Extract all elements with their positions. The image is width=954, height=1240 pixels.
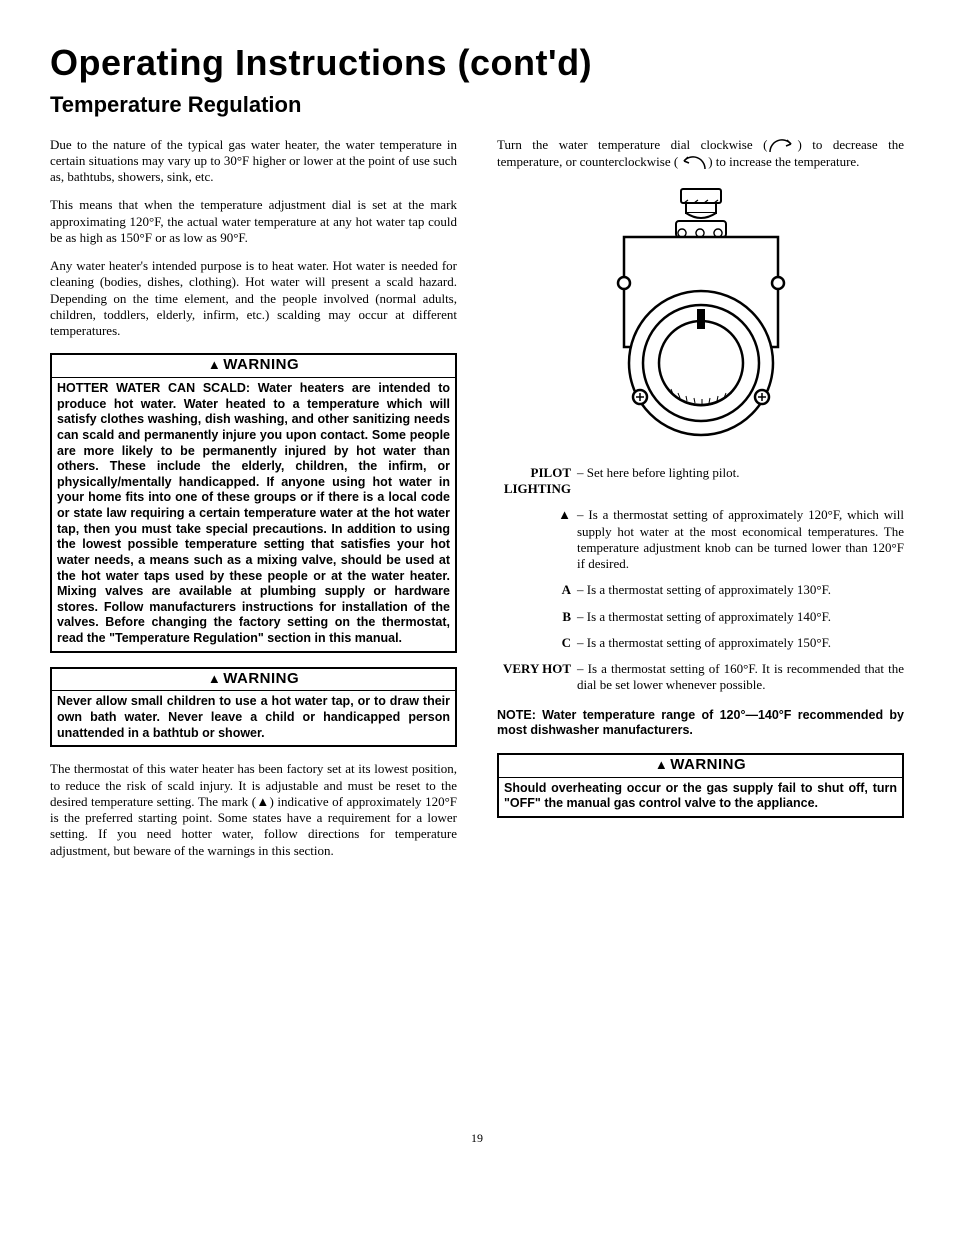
settings-list: PILOT LIGHTING – Set here before lightin… [497, 465, 904, 694]
right-column: Turn the water temperature dial clockwis… [497, 137, 904, 871]
setting-label-a: A [497, 582, 575, 598]
page-number: 19 [50, 1131, 904, 1146]
content-columns: Due to the nature of the typical gas wat… [50, 137, 904, 871]
paragraph: Due to the nature of the typical gas wat… [50, 137, 457, 186]
setting-label-pilot-lighting: PILOT LIGHTING [497, 465, 575, 498]
setting-desc: – Is a thermostat setting of 160°F. It i… [577, 661, 904, 694]
intro-text-a: Turn the water temperature dial clockwis… [497, 137, 767, 152]
warning-header: ▲WARNING [499, 755, 902, 778]
page-title: Operating Instructions (cont'd) [50, 40, 904, 85]
warning-title: WARNING [223, 356, 299, 373]
setting-desc: – Set here before lighting pilot. [577, 465, 904, 498]
setting-label-b: B [497, 609, 575, 625]
lighting-label: LIGHTING [504, 481, 571, 496]
warning-box-3: ▲WARNING Should overheating occur or the… [497, 753, 904, 818]
setting-desc: – Is a thermostat setting of approximate… [577, 609, 904, 625]
setting-label-very-hot: VERY HOT [497, 661, 575, 694]
section-title: Temperature Regulation [50, 91, 904, 119]
warning-title: WARNING [223, 670, 299, 687]
warning-body: Should overheating occur or the gas supp… [499, 778, 902, 816]
note-text: NOTE: Water temperature range of 120°—14… [497, 708, 904, 739]
warning-body: Never allow small children to use a hot … [52, 691, 455, 745]
setting-label-c: C [497, 635, 575, 651]
thermostat-diagram [497, 183, 904, 447]
left-column: Due to the nature of the typical gas wat… [50, 137, 457, 871]
warning-header: ▲WARNING [52, 355, 455, 378]
clockwise-arrow-icon [767, 138, 797, 154]
paragraph: The thermostat of this water heater has … [50, 761, 457, 859]
setting-desc: – Is a thermostat setting of approximate… [577, 507, 904, 572]
warning-box-1: ▲WARNING HOTTER WATER CAN SCALD: Water h… [50, 353, 457, 652]
paragraph: This means that when the temperature adj… [50, 197, 457, 246]
warning-triangle-icon: ▲ [208, 357, 221, 373]
warning-triangle-icon: ▲ [655, 757, 668, 773]
warning-triangle-icon: ▲ [208, 671, 221, 687]
setting-desc: – Is a thermostat setting of approximate… [577, 635, 904, 651]
counterclockwise-arrow-icon [678, 155, 708, 171]
warning-body: HOTTER WATER CAN SCALD: Water heaters ar… [52, 378, 455, 651]
paragraph: Any water heater's intended purpose is t… [50, 258, 457, 339]
paragraph: Turn the water temperature dial clockwis… [497, 137, 904, 171]
warning-header: ▲WARNING [52, 669, 455, 692]
setting-desc: – Is a thermostat setting of approximate… [577, 582, 904, 598]
setting-label-triangle: ▲ [497, 507, 575, 572]
warning-title: WARNING [670, 756, 746, 773]
warning-box-2: ▲WARNING Never allow small children to u… [50, 667, 457, 748]
intro-text-c: ) to increase the temperature. [708, 154, 859, 169]
thermostat-svg [586, 183, 816, 443]
pilot-label: PILOT [531, 465, 571, 480]
